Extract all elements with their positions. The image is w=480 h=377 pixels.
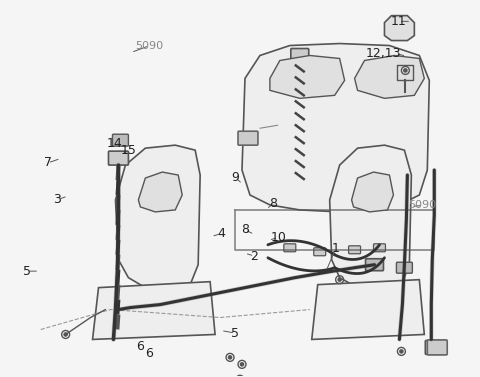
Text: 4: 4 [217, 227, 225, 240]
FancyBboxPatch shape [366, 259, 384, 271]
FancyBboxPatch shape [314, 248, 326, 256]
Text: 9: 9 [231, 171, 239, 184]
Text: 2: 2 [251, 250, 258, 263]
FancyBboxPatch shape [284, 244, 296, 252]
FancyBboxPatch shape [108, 151, 129, 165]
Text: 12,13: 12,13 [366, 47, 401, 60]
Circle shape [240, 363, 243, 366]
FancyBboxPatch shape [427, 340, 447, 355]
Polygon shape [116, 145, 200, 292]
Text: 5: 5 [23, 265, 31, 277]
Text: 6: 6 [145, 347, 153, 360]
Circle shape [404, 69, 407, 72]
Text: 14: 14 [107, 137, 122, 150]
Circle shape [64, 333, 67, 336]
Circle shape [228, 356, 232, 359]
Polygon shape [270, 55, 345, 98]
FancyBboxPatch shape [291, 49, 309, 63]
Circle shape [400, 350, 403, 353]
Text: 5090: 5090 [135, 41, 163, 51]
Text: 3: 3 [53, 193, 61, 206]
Text: 7: 7 [44, 156, 52, 169]
Polygon shape [312, 280, 424, 339]
Polygon shape [242, 43, 429, 212]
Polygon shape [93, 282, 215, 339]
Polygon shape [384, 15, 414, 41]
Text: 6: 6 [137, 340, 144, 353]
Text: 10: 10 [270, 231, 286, 244]
Text: 8: 8 [241, 223, 249, 236]
FancyBboxPatch shape [425, 340, 445, 354]
Polygon shape [330, 145, 411, 292]
FancyBboxPatch shape [238, 131, 258, 145]
FancyBboxPatch shape [396, 262, 412, 273]
FancyBboxPatch shape [348, 246, 360, 254]
Polygon shape [355, 55, 424, 98]
Polygon shape [138, 172, 182, 212]
Text: 1: 1 [332, 242, 339, 255]
Text: 8: 8 [269, 197, 277, 210]
Text: 5090: 5090 [408, 201, 437, 210]
Circle shape [338, 278, 341, 281]
FancyBboxPatch shape [112, 134, 129, 146]
Text: 15: 15 [121, 144, 137, 157]
FancyBboxPatch shape [373, 244, 385, 252]
Polygon shape [351, 172, 394, 212]
Text: 11: 11 [391, 15, 407, 28]
Text: 5: 5 [231, 326, 239, 340]
